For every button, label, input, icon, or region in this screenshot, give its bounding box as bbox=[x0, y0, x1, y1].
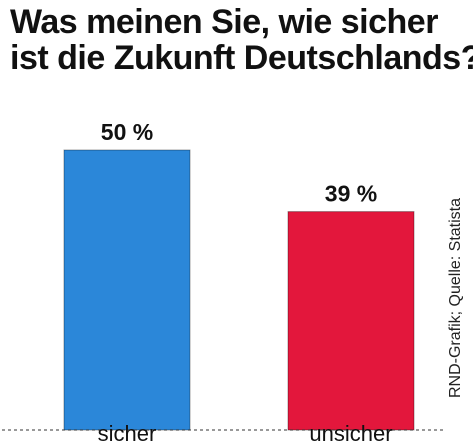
chart-title: Was meinen Sie, wie sicher ist die Zukun… bbox=[10, 3, 473, 77]
bar-sicher bbox=[63, 149, 191, 431]
source-text: RND-Grafik; Quelle: Statista bbox=[447, 197, 464, 399]
value-label-unsicher: 39 % bbox=[325, 181, 377, 207]
value-label-sicher: 50 % bbox=[101, 119, 153, 145]
bar-group bbox=[63, 149, 415, 431]
category-label-unsicher: unsicher bbox=[309, 421, 392, 446]
category-label-group: sicher unsicher bbox=[98, 421, 393, 446]
category-label-sicher: sicher bbox=[98, 421, 157, 446]
bar-unsicher bbox=[287, 211, 415, 431]
title-line-2: ist die Zukunft Deutschlands? bbox=[10, 39, 473, 77]
title-line-1: Was meinen Sie, wie sicher bbox=[10, 3, 438, 41]
source-note: RND-Grafik; Quelle: Statista bbox=[443, 158, 469, 438]
value-label-group: 50 % 39 % bbox=[101, 119, 377, 207]
